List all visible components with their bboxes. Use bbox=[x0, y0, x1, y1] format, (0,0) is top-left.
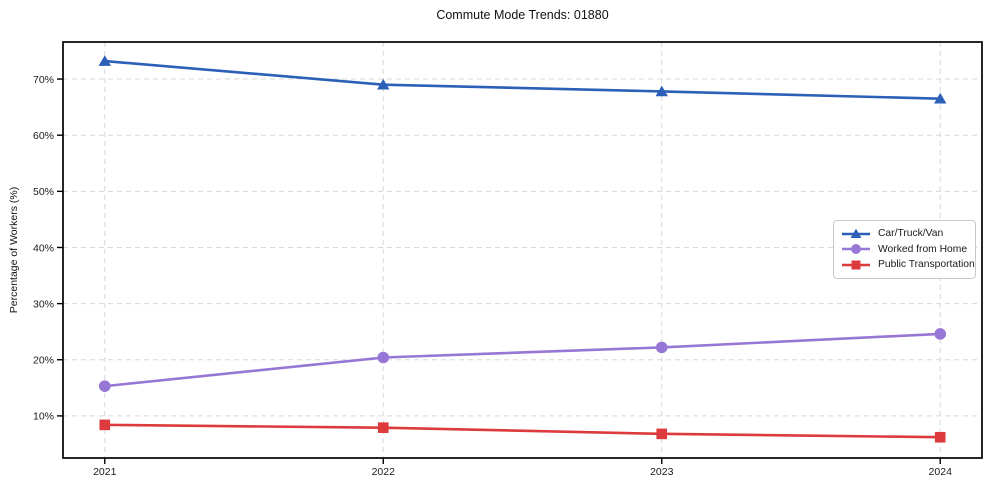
series-marker bbox=[655, 341, 668, 354]
series-marker bbox=[377, 422, 389, 433]
series-marker bbox=[934, 431, 946, 443]
axes-frame bbox=[62, 41, 983, 459]
y-tick-label: 30% bbox=[33, 298, 54, 310]
series-marker bbox=[934, 328, 947, 340]
series-marker bbox=[99, 419, 111, 431]
x-tick-label: 2022 bbox=[372, 466, 396, 478]
legend-label: Car/Truck/Van bbox=[878, 228, 944, 240]
legend: Car/Truck/Van Worked from Home Public Tran… bbox=[833, 220, 976, 279]
legend-square-icon bbox=[842, 260, 870, 270]
legend-label: Worked from Home bbox=[878, 243, 968, 255]
legend-item: Worked from Home bbox=[841, 242, 967, 258]
legend-triangle-icon bbox=[842, 228, 870, 238]
x-tick-label: 2021 bbox=[93, 466, 117, 478]
series-marker bbox=[98, 380, 111, 392]
legend-label: Public Transportation bbox=[878, 259, 975, 271]
y-tick-label: 40% bbox=[33, 242, 54, 254]
y-tick-label: 20% bbox=[33, 355, 54, 367]
legend-item: Public Transportation bbox=[841, 257, 975, 273]
series-line bbox=[103, 332, 942, 388]
y-tick-label: 60% bbox=[33, 130, 54, 142]
legend-circle-icon bbox=[842, 244, 870, 255]
series-line bbox=[103, 59, 942, 101]
legend-item: Car/Truck/Van bbox=[841, 226, 967, 242]
y-tick-label: 50% bbox=[33, 186, 54, 198]
y-tick-label: 10% bbox=[33, 411, 54, 423]
series-marker bbox=[377, 78, 390, 90]
series-marker bbox=[656, 428, 668, 440]
x-tick-label: 2023 bbox=[650, 466, 674, 478]
series-marker bbox=[98, 55, 111, 66]
series-line bbox=[103, 423, 942, 439]
series-marker bbox=[934, 92, 947, 104]
chart-title: Commute Mode Trends: 01880 bbox=[436, 8, 609, 22]
series-marker bbox=[377, 351, 390, 364]
series-marker bbox=[655, 85, 668, 97]
y-tick-label: 70% bbox=[33, 74, 54, 86]
x-tick-label: 2024 bbox=[929, 466, 953, 478]
